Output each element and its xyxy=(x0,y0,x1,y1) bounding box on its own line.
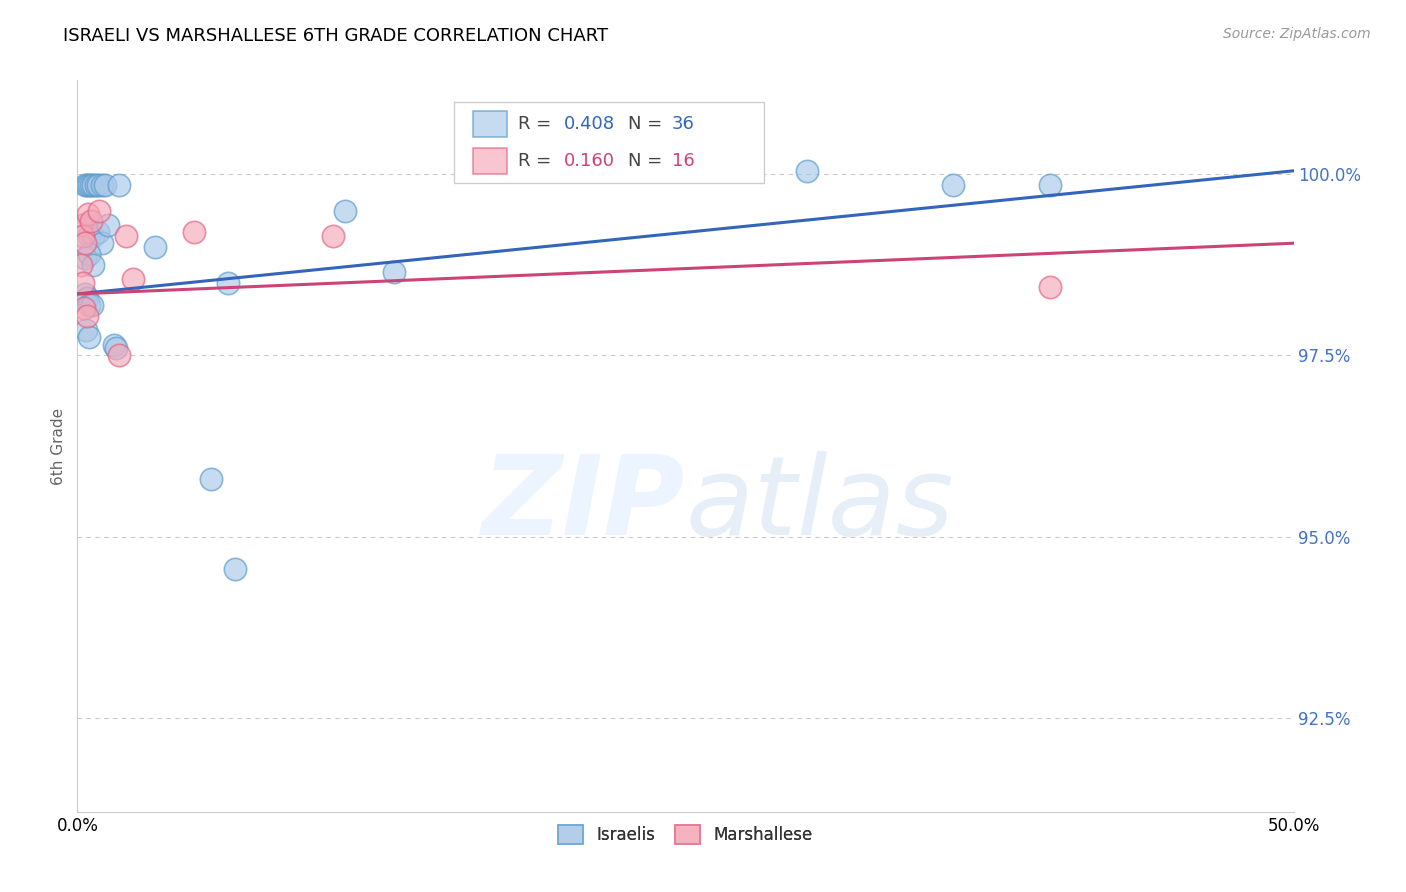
Point xyxy=(107,349,129,363)
Point xyxy=(82,178,104,193)
Point xyxy=(75,323,97,337)
Legend: Israelis, Marshallese: Israelis, Marshallese xyxy=(551,818,820,851)
Text: ISRAELI VS MARSHALLESE 6TH GRADE CORRELATION CHART: ISRAELI VS MARSHALLESE 6TH GRADE CORRELA… xyxy=(63,27,609,45)
Text: 0.408: 0.408 xyxy=(564,115,614,133)
Point xyxy=(322,229,344,244)
Text: Source: ZipAtlas.com: Source: ZipAtlas.com xyxy=(1223,27,1371,41)
Point xyxy=(79,247,101,261)
Point xyxy=(79,229,101,244)
Text: R =: R = xyxy=(517,115,557,133)
Text: N =: N = xyxy=(628,152,668,169)
Point xyxy=(80,298,103,312)
Point xyxy=(217,276,239,290)
Point xyxy=(94,178,117,193)
Point xyxy=(79,178,101,193)
FancyBboxPatch shape xyxy=(454,103,765,183)
Point xyxy=(70,258,93,272)
Point xyxy=(79,330,101,344)
Point xyxy=(76,178,98,193)
Point xyxy=(73,218,96,232)
Point xyxy=(105,341,128,355)
Point xyxy=(143,240,166,254)
Point xyxy=(89,203,111,218)
Point xyxy=(73,251,96,265)
Point xyxy=(333,203,356,218)
Point xyxy=(82,258,104,272)
Point xyxy=(73,178,96,193)
Point xyxy=(103,337,125,351)
Point xyxy=(76,291,98,305)
Point xyxy=(90,236,112,251)
Point xyxy=(796,163,818,178)
Text: 16: 16 xyxy=(672,152,695,169)
Point xyxy=(84,178,107,193)
Point xyxy=(224,562,246,576)
Text: R =: R = xyxy=(517,152,557,169)
Point xyxy=(79,298,101,312)
Point xyxy=(70,218,93,232)
Point xyxy=(80,178,103,193)
Text: ZIP: ZIP xyxy=(482,451,686,558)
Point xyxy=(97,218,120,232)
Point xyxy=(382,265,405,279)
Point xyxy=(90,178,112,193)
Point xyxy=(73,301,96,316)
Point xyxy=(76,309,98,323)
Point xyxy=(1039,178,1062,193)
Point xyxy=(87,225,110,239)
Point xyxy=(73,236,96,251)
Point xyxy=(77,207,100,221)
Point xyxy=(122,272,145,286)
Text: N =: N = xyxy=(628,115,668,133)
Point xyxy=(72,229,94,244)
FancyBboxPatch shape xyxy=(472,147,506,174)
Text: 36: 36 xyxy=(672,115,695,133)
Text: 0.160: 0.160 xyxy=(564,152,614,169)
Text: atlas: atlas xyxy=(686,451,955,558)
Point xyxy=(73,287,96,301)
Point xyxy=(1039,279,1062,293)
Point xyxy=(200,472,222,486)
Point xyxy=(942,178,965,193)
Point xyxy=(183,225,205,239)
Y-axis label: 6th Grade: 6th Grade xyxy=(51,408,66,484)
Point xyxy=(80,214,103,228)
Point xyxy=(115,229,138,244)
FancyBboxPatch shape xyxy=(472,111,506,137)
Point xyxy=(107,178,129,193)
Point xyxy=(72,276,94,290)
Point xyxy=(87,178,110,193)
Point xyxy=(82,229,104,244)
